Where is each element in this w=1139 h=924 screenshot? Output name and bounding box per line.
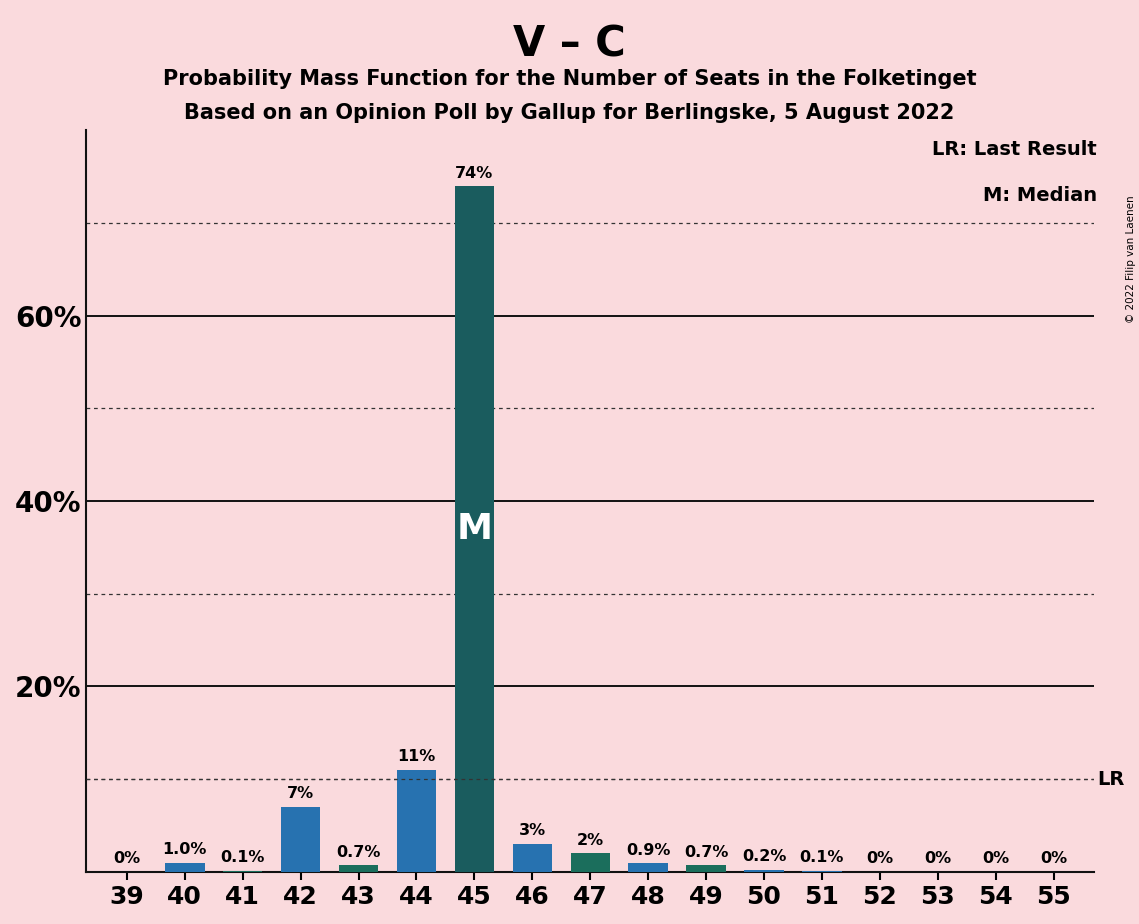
Bar	[165, 862, 205, 872]
Text: Based on an Opinion Poll by Gallup for Berlingske, 5 August 2022: Based on an Opinion Poll by Gallup for B…	[185, 103, 954, 124]
Bar	[339, 865, 378, 872]
Text: 0.1%: 0.1%	[221, 850, 265, 865]
Text: 3%: 3%	[518, 823, 546, 838]
Text: 0%: 0%	[924, 851, 951, 866]
Bar	[629, 863, 667, 872]
Text: LR: LR	[1097, 770, 1124, 789]
Text: 11%: 11%	[398, 749, 435, 764]
Bar	[687, 865, 726, 872]
Text: 7%: 7%	[287, 786, 314, 801]
Text: 0.1%: 0.1%	[800, 850, 844, 865]
Bar	[571, 853, 609, 872]
Text: 0%: 0%	[1040, 851, 1067, 866]
Text: 2%: 2%	[576, 833, 604, 847]
Text: 0%: 0%	[982, 851, 1009, 866]
Text: 0.2%: 0.2%	[741, 849, 786, 864]
Text: 74%: 74%	[456, 165, 493, 180]
Text: 0.7%: 0.7%	[336, 845, 380, 859]
Text: 1.0%: 1.0%	[163, 842, 207, 857]
Text: LR: Last Result: LR: Last Result	[932, 140, 1097, 159]
Text: M: M	[457, 512, 492, 546]
Text: Probability Mass Function for the Number of Seats in the Folketinget: Probability Mass Function for the Number…	[163, 69, 976, 90]
Text: 0.9%: 0.9%	[626, 843, 671, 857]
Bar	[454, 186, 494, 872]
Bar	[281, 807, 320, 872]
Text: V – C: V – C	[514, 23, 625, 65]
Text: © 2022 Filip van Laenen: © 2022 Filip van Laenen	[1126, 195, 1136, 322]
Bar	[744, 870, 784, 872]
Bar	[802, 871, 842, 872]
Bar	[223, 871, 262, 872]
Bar	[513, 844, 552, 872]
Text: M: Median: M: Median	[983, 186, 1097, 205]
Text: 0%: 0%	[867, 851, 893, 866]
Bar	[396, 770, 436, 872]
Text: 0.7%: 0.7%	[683, 845, 728, 859]
Text: 0%: 0%	[114, 851, 140, 866]
